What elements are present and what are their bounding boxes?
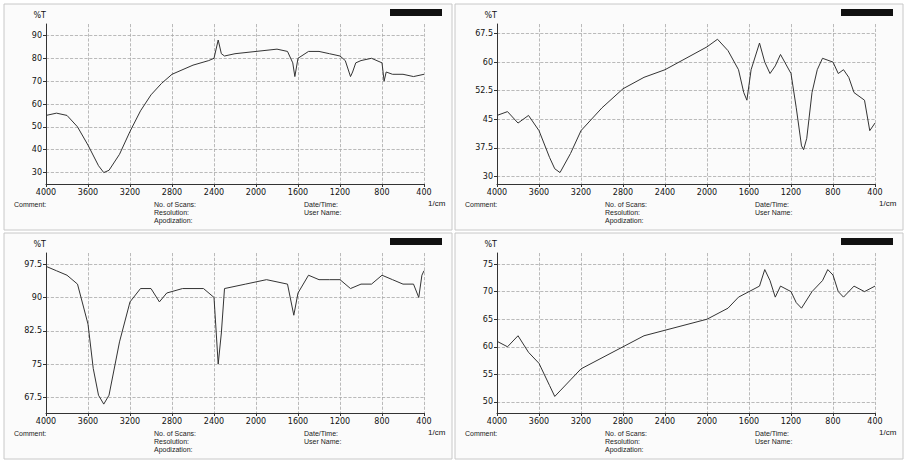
svg-text:67.5: 67.5 xyxy=(475,29,493,38)
svg-text:No. of Scans:: No. of Scans: xyxy=(154,430,196,437)
svg-text:1/cm: 1/cm xyxy=(428,428,446,437)
svg-text:2000: 2000 xyxy=(246,417,266,426)
svg-text:2400: 2400 xyxy=(655,417,675,426)
svg-text:3600: 3600 xyxy=(78,188,98,197)
svg-text:Date/Time:: Date/Time: xyxy=(304,201,338,208)
svg-text:2800: 2800 xyxy=(613,417,633,426)
svg-text:%T: %T xyxy=(485,11,498,20)
svg-text:4000: 4000 xyxy=(36,188,56,197)
svg-text:%T: %T xyxy=(34,240,47,249)
svg-text:52.5: 52.5 xyxy=(475,86,493,95)
svg-text:1/cm: 1/cm xyxy=(879,199,897,208)
svg-text:Resolution:: Resolution: xyxy=(154,209,189,216)
svg-text:60: 60 xyxy=(483,342,493,351)
svg-text:800: 800 xyxy=(374,417,389,426)
svg-text:80: 80 xyxy=(32,54,42,63)
svg-text:Comment:: Comment: xyxy=(465,201,497,208)
svg-text:2400: 2400 xyxy=(204,417,224,426)
svg-text:45: 45 xyxy=(483,115,493,124)
svg-text:1200: 1200 xyxy=(330,188,350,197)
svg-text:3600: 3600 xyxy=(529,188,549,197)
svg-text:4000: 4000 xyxy=(36,417,56,426)
svg-text:60: 60 xyxy=(483,58,493,67)
svg-text:User Name:: User Name: xyxy=(304,209,341,216)
svg-text:400: 400 xyxy=(867,417,882,426)
svg-text:1200: 1200 xyxy=(781,188,801,197)
svg-text:800: 800 xyxy=(374,188,389,197)
svg-text:Comment:: Comment: xyxy=(14,201,46,208)
svg-text:Resolution:: Resolution: xyxy=(154,438,189,445)
svg-text:1600: 1600 xyxy=(739,417,759,426)
svg-text:1/cm: 1/cm xyxy=(428,199,446,208)
svg-text:70: 70 xyxy=(32,77,42,86)
svg-text:3200: 3200 xyxy=(571,188,591,197)
svg-text:30: 30 xyxy=(483,172,493,181)
svg-text:50: 50 xyxy=(483,397,493,406)
svg-text:37.5: 37.5 xyxy=(475,143,493,152)
svg-text:82.5: 82.5 xyxy=(24,326,42,335)
svg-text:60: 60 xyxy=(32,100,42,109)
svg-text:70: 70 xyxy=(483,287,493,296)
svg-text:75: 75 xyxy=(483,260,493,269)
svg-text:Comment:: Comment: xyxy=(14,430,46,437)
svg-text:4000: 4000 xyxy=(487,188,507,197)
svg-text:1600: 1600 xyxy=(288,188,308,197)
svg-text:2800: 2800 xyxy=(162,188,182,197)
svg-text:3600: 3600 xyxy=(529,417,549,426)
svg-text:2400: 2400 xyxy=(655,188,675,197)
svg-text:2000: 2000 xyxy=(697,417,717,426)
svg-text:800: 800 xyxy=(825,417,840,426)
svg-text:2800: 2800 xyxy=(162,417,182,426)
svg-text:90: 90 xyxy=(32,293,42,302)
svg-text:No. of Scans:: No. of Scans: xyxy=(605,430,647,437)
svg-text:No. of Scans:: No. of Scans: xyxy=(605,201,647,208)
svg-text:3200: 3200 xyxy=(120,417,140,426)
svg-text:Apodization:: Apodization: xyxy=(154,446,193,454)
svg-text:30: 30 xyxy=(32,168,42,177)
svg-text:Apodization:: Apodization: xyxy=(605,217,644,225)
svg-text:User Name:: User Name: xyxy=(755,209,792,216)
svg-text:75: 75 xyxy=(32,360,42,369)
svg-text:4000: 4000 xyxy=(487,417,507,426)
svg-text:No. of Scans:: No. of Scans: xyxy=(154,201,196,208)
svg-text:Apodization:: Apodization: xyxy=(605,446,644,454)
svg-text:%T: %T xyxy=(485,240,498,249)
svg-text:1600: 1600 xyxy=(288,417,308,426)
svg-text:40: 40 xyxy=(32,145,42,154)
svg-text:97.5: 97.5 xyxy=(24,260,42,269)
svg-text:Date/Time:: Date/Time: xyxy=(755,430,789,437)
svg-text:Date/Time:: Date/Time: xyxy=(755,201,789,208)
svg-text:Comment:: Comment: xyxy=(465,430,497,437)
svg-text:2000: 2000 xyxy=(697,188,717,197)
svg-text:1200: 1200 xyxy=(330,417,350,426)
svg-text:400: 400 xyxy=(416,417,431,426)
svg-text:3600: 3600 xyxy=(78,417,98,426)
svg-text:800: 800 xyxy=(825,188,840,197)
svg-text:55: 55 xyxy=(483,370,493,379)
svg-text:90: 90 xyxy=(32,31,42,40)
svg-text:Resolution:: Resolution: xyxy=(605,438,640,445)
svg-text:65: 65 xyxy=(483,315,493,324)
svg-text:2000: 2000 xyxy=(246,188,266,197)
svg-text:Date/Time:: Date/Time: xyxy=(304,430,338,437)
svg-text:Apodization:: Apodization: xyxy=(154,217,193,225)
svg-text:1600: 1600 xyxy=(739,188,759,197)
svg-text:50: 50 xyxy=(32,122,42,131)
svg-text:2400: 2400 xyxy=(204,188,224,197)
svg-text:User Name:: User Name: xyxy=(755,438,792,445)
svg-text:User Name:: User Name: xyxy=(304,438,341,445)
svg-text:2800: 2800 xyxy=(613,188,633,197)
svg-text:%T: %T xyxy=(34,11,47,20)
svg-text:400: 400 xyxy=(416,188,431,197)
svg-text:Resolution:: Resolution: xyxy=(605,209,640,216)
svg-text:3200: 3200 xyxy=(120,188,140,197)
svg-text:1200: 1200 xyxy=(781,417,801,426)
svg-text:1/cm: 1/cm xyxy=(879,428,897,437)
svg-text:3200: 3200 xyxy=(571,417,591,426)
svg-text:67.5: 67.5 xyxy=(24,393,42,402)
svg-text:400: 400 xyxy=(867,188,882,197)
